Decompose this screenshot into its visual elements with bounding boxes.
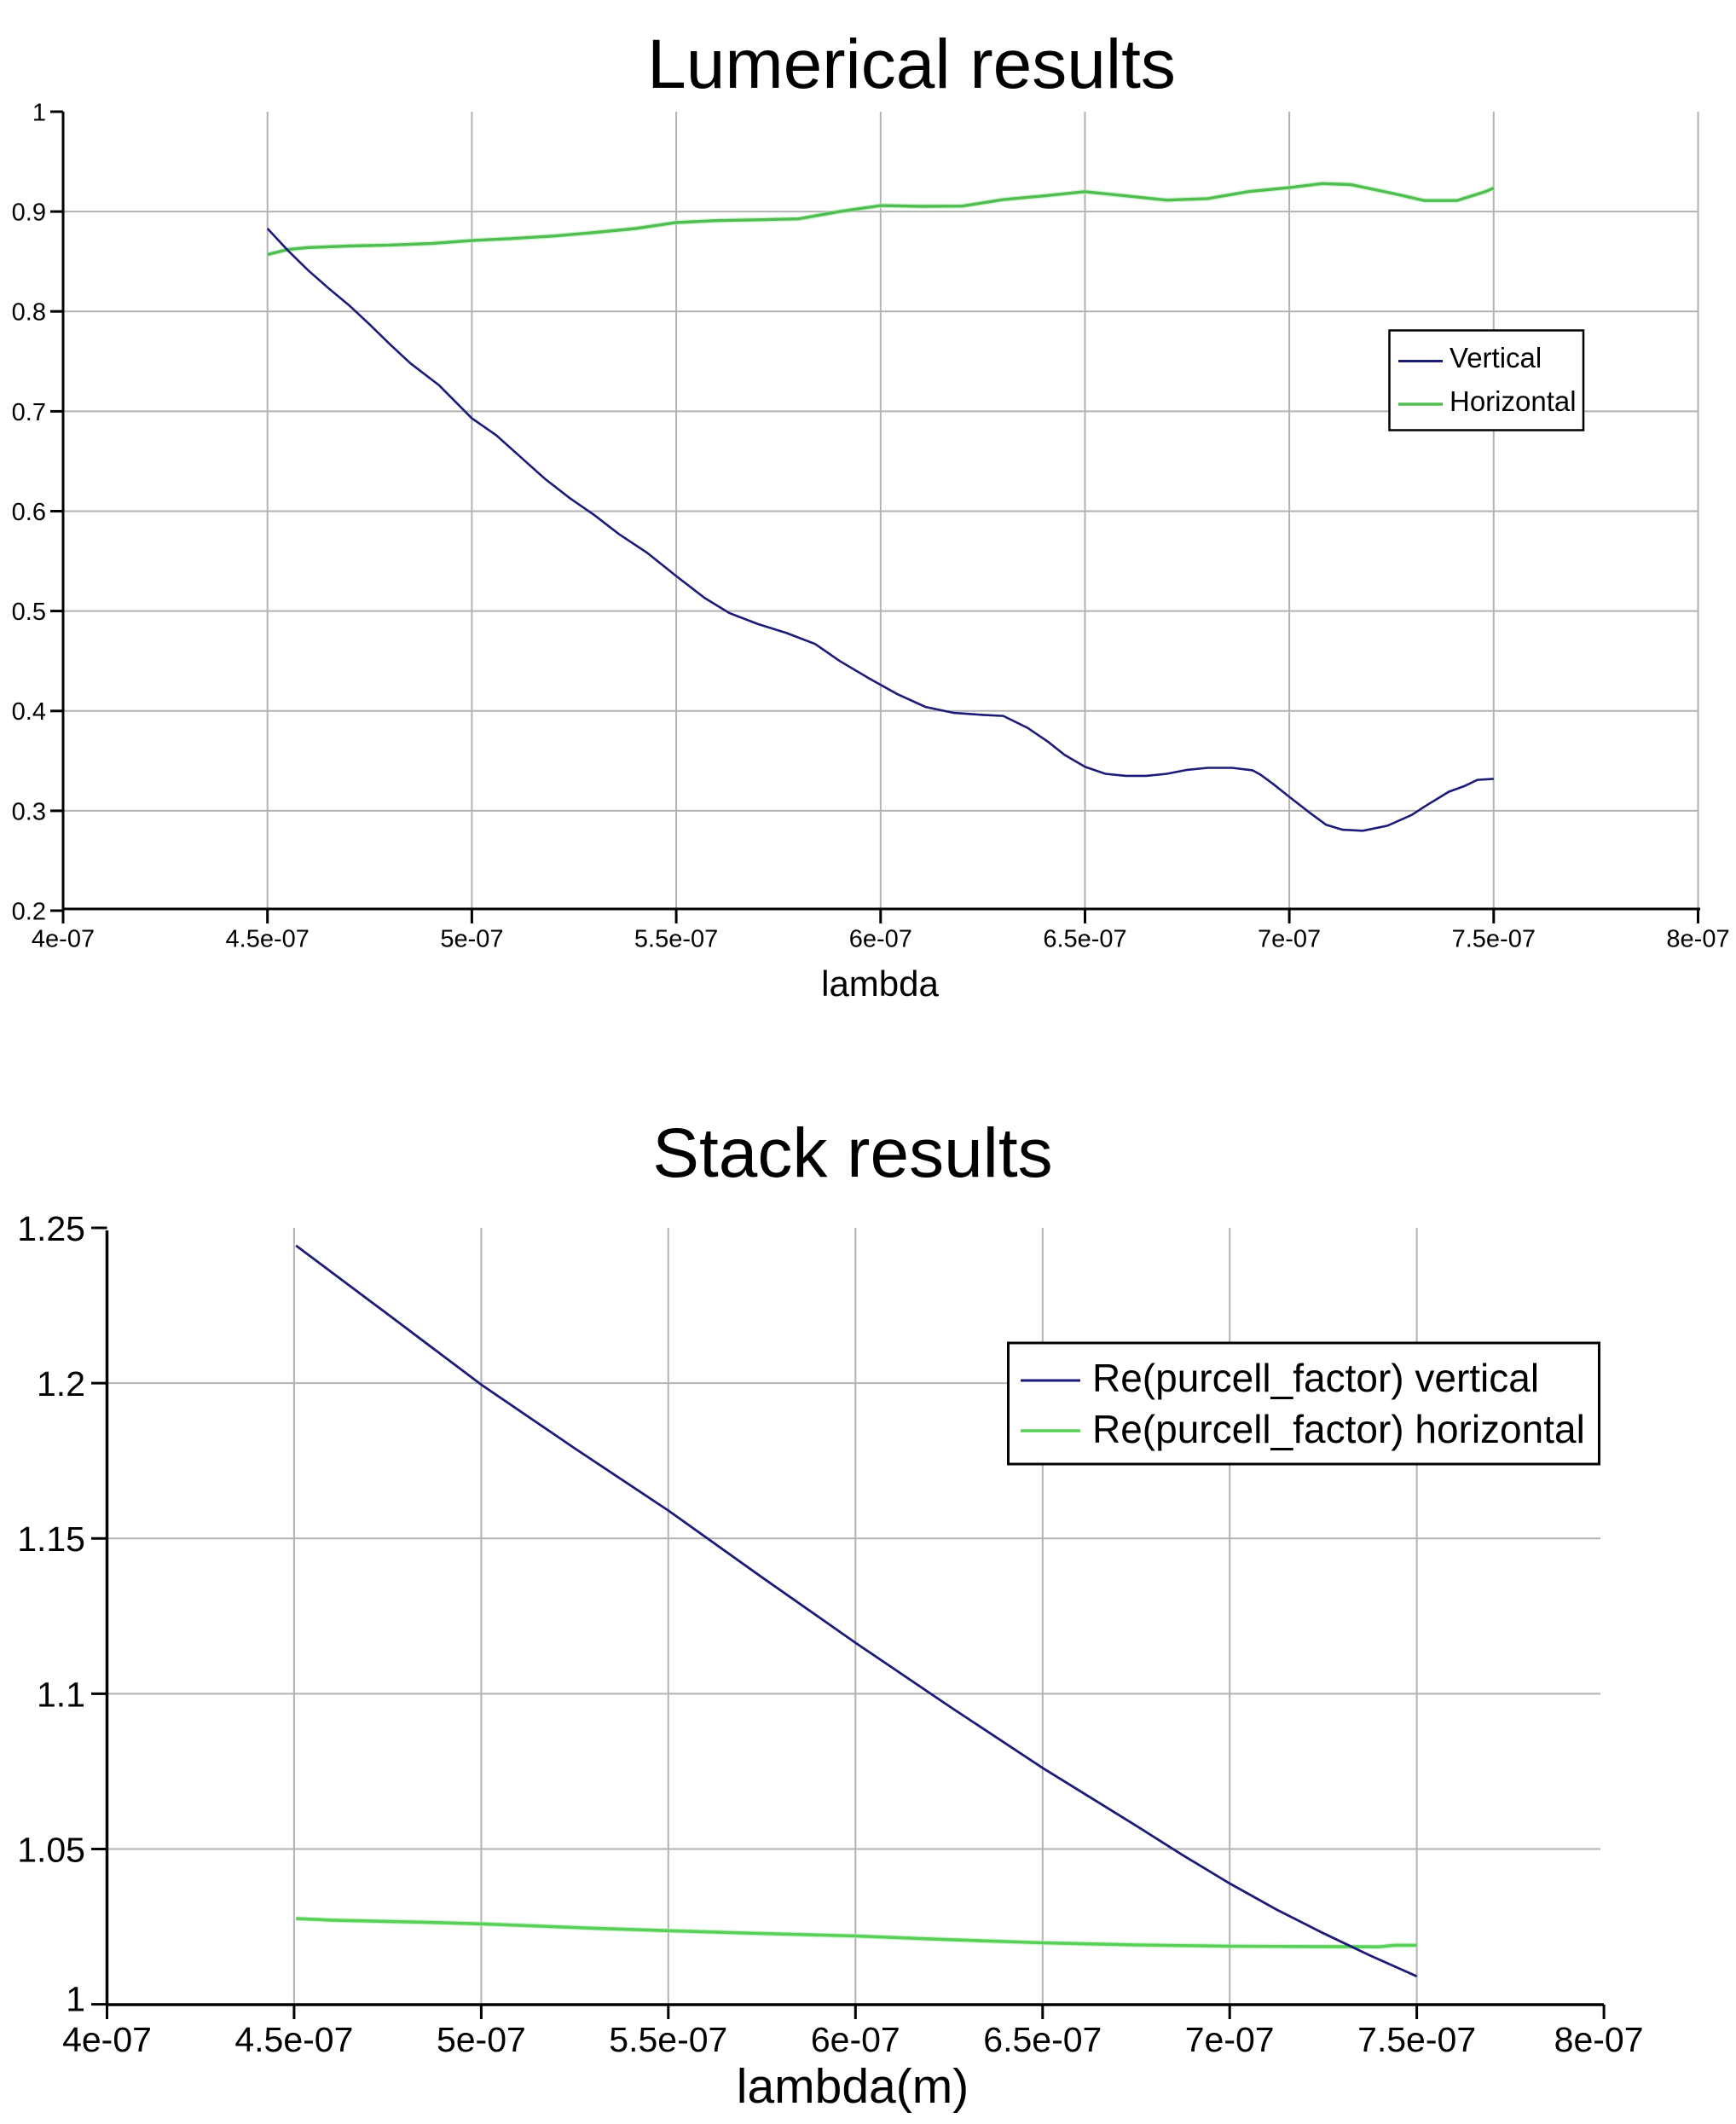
- svg-text:1.1: 1.1: [37, 1675, 85, 1714]
- svg-text:6e-07: 6e-07: [849, 926, 912, 953]
- svg-text:1.2: 1.2: [37, 1364, 85, 1403]
- svg-text:5.5e-07: 5.5e-07: [609, 2020, 727, 2059]
- svg-text:1: 1: [66, 1980, 85, 2019]
- svg-text:4.5e-07: 4.5e-07: [226, 926, 310, 953]
- svg-text:0.7: 0.7: [12, 399, 46, 426]
- svg-text:8e-07: 8e-07: [1554, 2020, 1644, 2059]
- svg-text:7e-07: 7e-07: [1258, 926, 1321, 953]
- svg-text:7.5e-07: 7.5e-07: [1452, 926, 1536, 953]
- svg-text:6e-07: 6e-07: [811, 2020, 900, 2059]
- svg-text:1.25: 1.25: [17, 1209, 85, 1248]
- svg-text:lambda(m): lambda(m): [737, 2059, 969, 2114]
- svg-text:1.05: 1.05: [17, 1831, 85, 1870]
- svg-text:1.15: 1.15: [17, 1519, 85, 1559]
- svg-text:7e-07: 7e-07: [1185, 2020, 1275, 2059]
- svg-text:7.5e-07: 7.5e-07: [1357, 2020, 1476, 2059]
- svg-text:0.3: 0.3: [12, 798, 46, 825]
- svg-text:5e-07: 5e-07: [437, 2020, 526, 2059]
- svg-text:Stack results: Stack results: [652, 1114, 1052, 1192]
- svg-text:5e-07: 5e-07: [440, 926, 503, 953]
- svg-text:8e-07: 8e-07: [1666, 926, 1729, 953]
- svg-text:0.4: 0.4: [12, 698, 46, 726]
- svg-text:Vertical: Vertical: [1450, 342, 1542, 373]
- svg-text:6.5e-07: 6.5e-07: [1043, 926, 1126, 953]
- svg-text:5.5e-07: 5.5e-07: [634, 926, 718, 953]
- svg-text:lambda: lambda: [821, 964, 939, 1004]
- svg-text:0.8: 0.8: [12, 299, 46, 327]
- svg-text:Horizontal: Horizontal: [1450, 385, 1577, 417]
- svg-text:4e-07: 4e-07: [32, 926, 95, 953]
- svg-text:Re(purcell_factor) vertical: Re(purcell_factor) vertical: [1092, 1356, 1539, 1400]
- svg-text:Lumerical results: Lumerical results: [647, 26, 1176, 103]
- svg-text:0.6: 0.6: [12, 499, 46, 526]
- svg-text:0.2: 0.2: [12, 899, 46, 926]
- svg-text:0.5: 0.5: [12, 599, 46, 626]
- svg-text:1: 1: [32, 100, 46, 127]
- svg-text:6.5e-07: 6.5e-07: [983, 2020, 1102, 2059]
- svg-text:4.5e-07: 4.5e-07: [234, 2020, 353, 2059]
- svg-text:4e-07: 4e-07: [62, 2020, 152, 2059]
- svg-text:Re(purcell_factor) horizontal: Re(purcell_factor) horizontal: [1092, 1407, 1585, 1451]
- svg-text:0.9: 0.9: [12, 200, 46, 227]
